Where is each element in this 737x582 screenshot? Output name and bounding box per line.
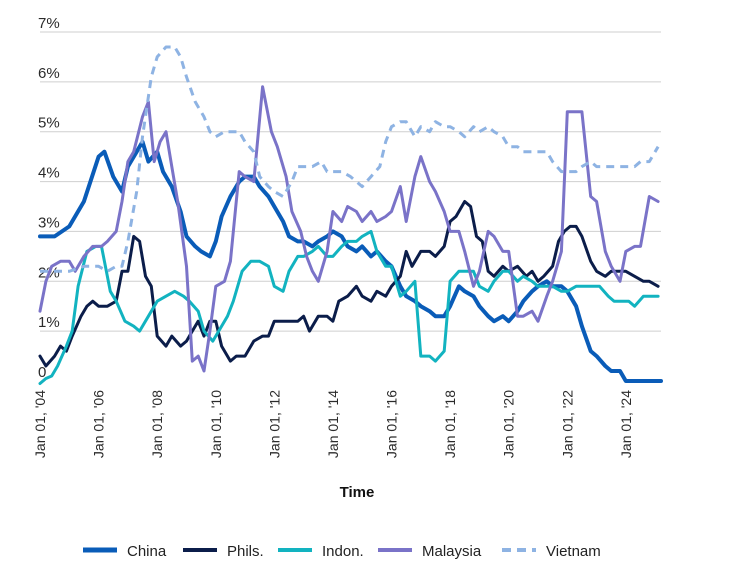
y-tick-label: 7% [38, 15, 60, 32]
legend-label: Vietnam [546, 543, 601, 560]
x-tick-label: Jan 01, '24 [618, 390, 634, 458]
y-tick-label: 3% [38, 214, 60, 231]
x-tick-label: Jan 01, '04 [32, 390, 48, 458]
legend-item: Vietnam [502, 543, 601, 560]
y-tick-label: 1% [38, 314, 60, 331]
legend-label: China [127, 543, 167, 560]
y-axis-ticks: 01%2%3%4%5%6%7% [38, 15, 60, 381]
legend-item: China [83, 543, 167, 560]
series-line-china [38, 139, 663, 383]
x-axis-label: Time [340, 484, 375, 501]
x-tick-label: Jan 01, '18 [442, 390, 458, 458]
gridlines [40, 31, 661, 332]
x-tick-label: Jan 01, '20 [501, 390, 517, 458]
legend-item: Indon. [278, 543, 364, 560]
x-tick-label: Jan 01, '08 [149, 390, 165, 458]
x-tick-label: Jan 01, '16 [384, 390, 400, 458]
x-tick-label: Jan 01, '22 [559, 390, 575, 458]
legend-item: Phils. [183, 543, 264, 560]
series-line-indon [38, 229, 660, 385]
y-tick-label: 4% [38, 165, 60, 182]
x-tick-label: Jan 01, '12 [266, 390, 282, 458]
legend-label: Indon. [322, 543, 364, 560]
series-line-phils [38, 200, 660, 368]
x-tick-label: Jan 01, '06 [91, 390, 107, 458]
x-axis-ticks: Jan 01, '04 Jan 01, '06 Jan 01, '08 Jan 01,… [32, 390, 634, 458]
y-tick-label: 0 [38, 364, 46, 381]
x-tick-label: Jan 01, '10 [208, 390, 224, 458]
x-tick-label: Jan 01, '14 [325, 390, 341, 458]
legend-label: Phils. [227, 543, 264, 560]
series-lines [38, 45, 663, 385]
legend: China Phils. Indon. Malaysia Vietnam [83, 543, 601, 560]
y-tick-label: 6% [38, 65, 60, 82]
series-line-vietnam [40, 45, 660, 273]
series-line-malaysia [38, 85, 660, 373]
y-tick-label: 5% [38, 115, 60, 132]
legend-item: Malaysia [378, 543, 482, 560]
legend-label: Malaysia [422, 543, 482, 560]
